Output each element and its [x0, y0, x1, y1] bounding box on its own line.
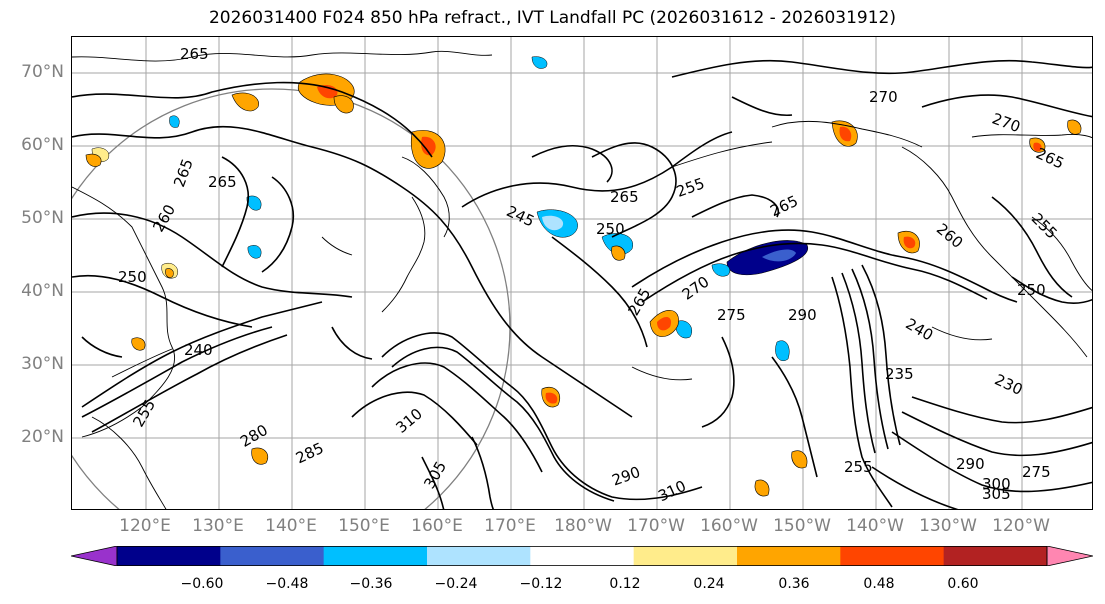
- lat-label-30n: 30°N: [21, 354, 64, 374]
- graticule: [72, 37, 1092, 509]
- colorbar-tick-label: −0.60: [180, 576, 224, 592]
- contour-label: 255: [844, 458, 873, 476]
- lon-label-170e: 170°E: [484, 516, 536, 536]
- contour-label: 245: [504, 202, 538, 230]
- contour-label: 265: [1033, 144, 1067, 172]
- shaded-anomalies: [85, 56, 1082, 497]
- colorbar-tick-label: 0.24: [693, 576, 725, 592]
- colorbar-segment: [943, 546, 1048, 566]
- contour-label: 255: [674, 174, 707, 201]
- contour-label: 255: [129, 396, 159, 430]
- lon-label-120w: 120°W: [992, 516, 1050, 536]
- colorbar-tick-label: −0.12: [519, 576, 563, 592]
- contour-label: 275: [1022, 463, 1051, 481]
- map-panel[interactable]: 265 265 265 260 250 240 265 245 250 255 …: [71, 36, 1093, 510]
- lon-label-170w: 170°W: [627, 516, 685, 536]
- contour-label: 305: [982, 485, 1011, 503]
- contour-label: 240: [902, 315, 936, 345]
- contour-label: 265: [180, 45, 209, 63]
- colorbar-extend-high: [1046, 546, 1093, 566]
- lon-label-130e: 130°E: [192, 516, 244, 536]
- contour-label: 250: [118, 268, 147, 286]
- colorbar-segment: [220, 546, 325, 566]
- contour-labels: 265 265 265 260 250 240 265 245 250 255 …: [118, 45, 1067, 505]
- contour-label: 270: [869, 88, 898, 106]
- contour-label: 230: [992, 370, 1026, 398]
- contour-label: 265: [170, 156, 197, 189]
- lon-label-130w: 130°W: [919, 516, 977, 536]
- colorbar-tick-label: −0.36: [349, 576, 393, 592]
- colorbar-tick-label: −0.24: [434, 576, 478, 592]
- lat-label-20n: 20°N: [21, 427, 64, 447]
- colorbar-tick-label: 0.60: [947, 576, 979, 592]
- colorbar-segment: [117, 546, 221, 566]
- contour-label: 260: [149, 201, 179, 235]
- lon-label-140w: 140°W: [846, 516, 904, 536]
- contour-label: 275: [717, 306, 746, 324]
- lon-label-120e: 120°E: [119, 516, 171, 536]
- contour-label: 265: [624, 285, 654, 319]
- contour-label: 270: [990, 109, 1023, 136]
- lat-label-70n: 70°N: [21, 62, 64, 82]
- lat-label-40n: 40°N: [21, 281, 64, 301]
- colorbar-segment: [530, 546, 635, 566]
- lat-label-50n: 50°N: [21, 208, 64, 228]
- colorbar-segment: [323, 546, 428, 566]
- colorbar: [71, 546, 1093, 566]
- lon-label-160e: 160°E: [411, 516, 463, 536]
- colorbar-tick-label: 0.12: [609, 576, 641, 592]
- contour-label: 290: [788, 306, 817, 324]
- contour-label: 235: [885, 365, 914, 383]
- refractivity-contours: [72, 59, 1092, 509]
- lon-label-160w: 160°W: [700, 516, 758, 536]
- lon-label-180w: 180°W: [554, 516, 612, 536]
- lat-label-60n: 60°N: [21, 135, 64, 155]
- contour-label: 265: [208, 173, 237, 191]
- lon-label-140e: 140°E: [265, 516, 317, 536]
- contour-label: 260: [933, 220, 967, 252]
- contour-label: 280: [237, 421, 271, 451]
- contour-label: 290: [956, 455, 985, 473]
- chart-title: 2026031400 F024 850 hPa refract., IVT La…: [208, 8, 896, 28]
- contour-label: 285: [293, 439, 327, 467]
- contour-label: 290: [610, 463, 643, 490]
- contour-label: 300: [982, 475, 1011, 493]
- contour-label: 240: [184, 341, 213, 359]
- colorbar-segment: [737, 546, 841, 566]
- contour-label: 265: [610, 188, 639, 206]
- colorbar-segment: [840, 546, 945, 566]
- lon-label-150e: 150°E: [338, 516, 390, 536]
- colorbar-segment: [427, 546, 531, 566]
- contour-label: 265: [767, 192, 801, 220]
- contour-label: 310: [655, 477, 689, 505]
- contour-label: 250: [1017, 281, 1046, 299]
- colorbar-segment: [633, 546, 738, 566]
- coastlines: [72, 50, 1092, 509]
- colorbar-tick-label: 0.48: [863, 576, 895, 592]
- lon-label-150w: 150°W: [773, 516, 831, 536]
- map-canvas: 265 265 265 260 250 240 265 245 250 255 …: [72, 37, 1092, 509]
- colorbar-tick-label: −0.48: [265, 576, 309, 592]
- colorbar-tick-label: 0.36: [778, 576, 810, 592]
- colorbar-extend-low: [71, 546, 118, 566]
- contour-label: 310: [392, 405, 426, 437]
- thin-contours: [111, 216, 1092, 381]
- contour-label: 250: [596, 220, 625, 238]
- colorbar-outline: [116, 546, 1048, 566]
